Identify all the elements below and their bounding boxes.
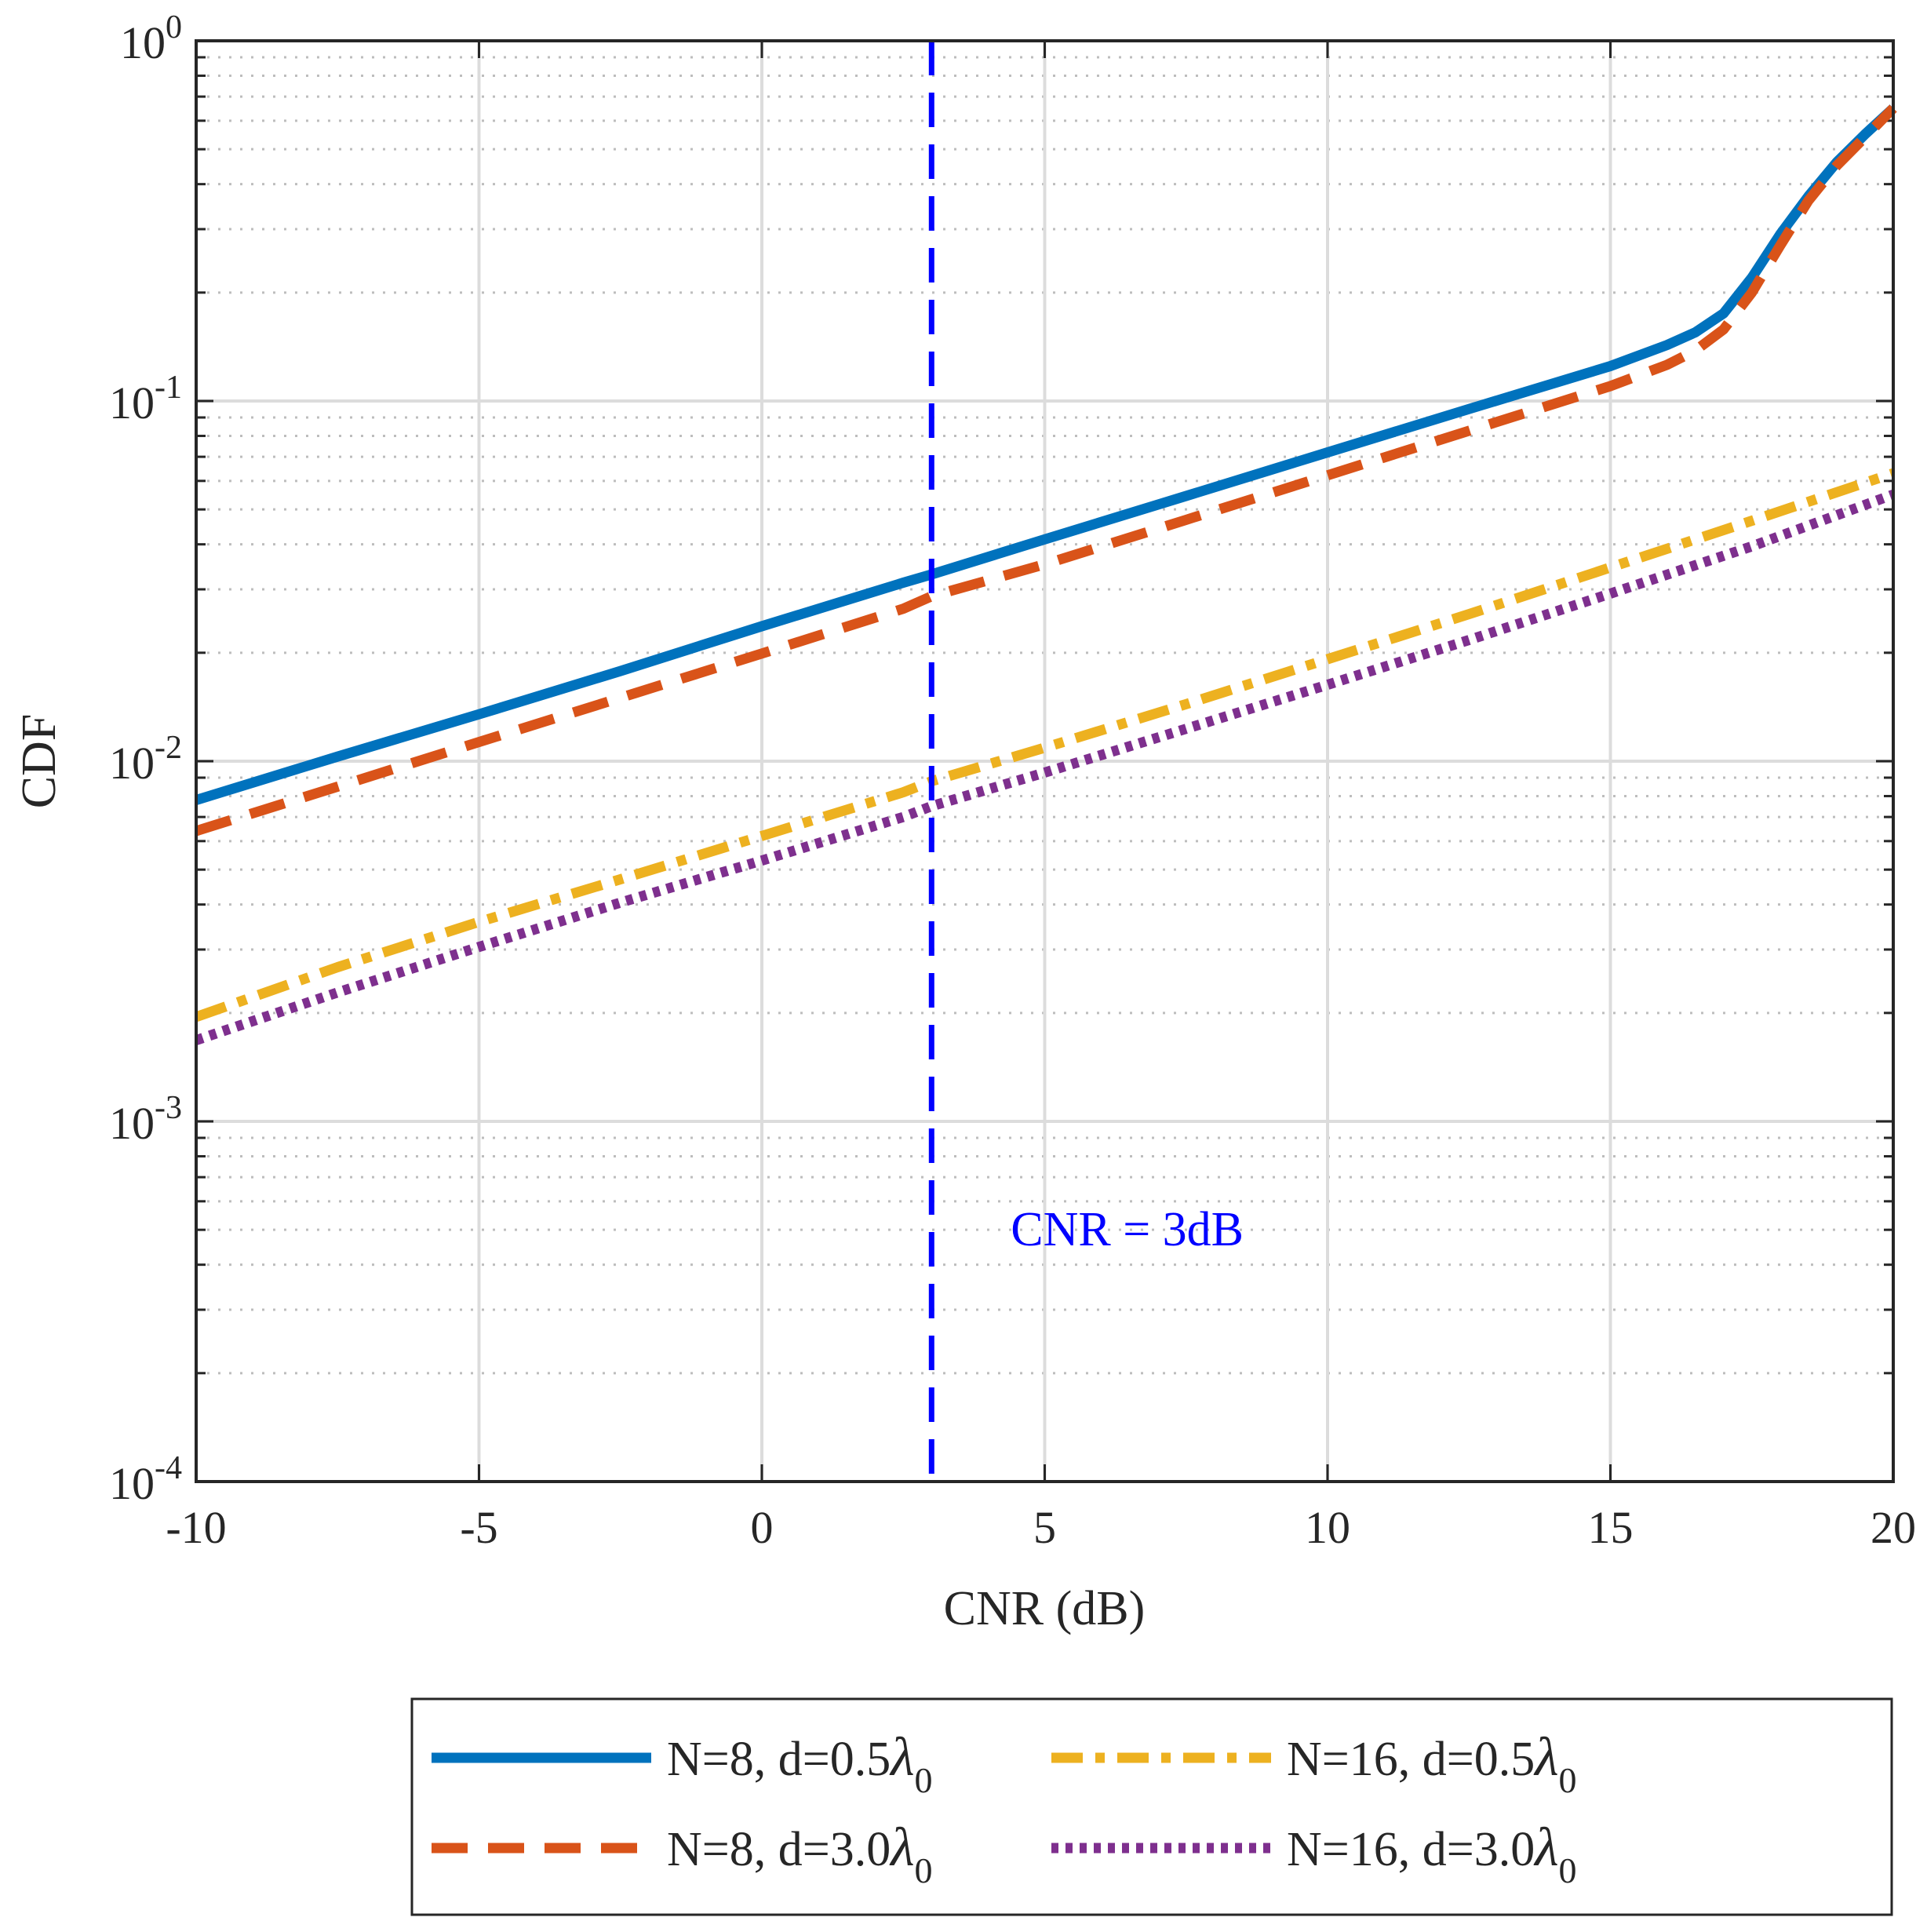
y-tick-label: 10-1 — [109, 370, 182, 428]
x-tick-label: 20 — [1871, 1502, 1916, 1553]
series-line-3 — [194, 468, 1896, 1023]
legend-label: N=8, d=3.0λ0 — [667, 1817, 933, 1890]
y-tick-label: 100 — [120, 9, 182, 68]
y-tick-labels: 10-4 10-3 10-2 10-1 100 — [109, 9, 182, 1509]
x-tick-label: -5 — [460, 1502, 497, 1553]
x-tick-label: 5 — [1033, 1502, 1056, 1553]
legend-label: N=16, d=3.0λ0 — [1287, 1817, 1577, 1890]
y-tick-label: 10-3 — [109, 1090, 182, 1149]
legend-item-2: N=8, d=3.0λ0 — [432, 1817, 933, 1890]
legend: N=8, d=0.5λ0 N=8, d=3.0λ0 N=16, d=0.5λ0 N=1… — [410, 1697, 1893, 1916]
x-tick-label: 10 — [1305, 1502, 1350, 1553]
legend-label: N=16, d=0.5λ0 — [1287, 1727, 1577, 1800]
cnr-annotation: CNR = 3dB — [1011, 1203, 1244, 1256]
legend-label: N=8, d=0.5λ0 — [667, 1727, 933, 1800]
x-axis-label: CNR (dB) — [944, 1582, 1146, 1635]
axes-box — [195, 39, 1895, 1483]
series-line-2 — [195, 104, 1897, 837]
series-layer — [194, 104, 1897, 1045]
legend-item-1: N=8, d=0.5λ0 — [432, 1727, 933, 1800]
x-tick-label: -10 — [166, 1502, 226, 1553]
legend-item-3: N=16, d=0.5λ0 — [1051, 1727, 1577, 1800]
legend-box — [410, 1697, 1893, 1916]
legend-item-4: N=16, d=3.0λ0 — [1051, 1817, 1577, 1890]
x-tick-label: 15 — [1588, 1502, 1634, 1553]
y-axis-label: CDF — [13, 714, 66, 809]
y-tick-label: 10-2 — [109, 730, 182, 789]
x-tick-label: 0 — [751, 1502, 774, 1553]
y-tick-label: 10-4 — [109, 1450, 182, 1509]
x-tick-labels: -10 -5 0 5 10 15 20 — [166, 1502, 1916, 1553]
series-line-4 — [194, 490, 1896, 1045]
legend-items: N=8, d=0.5λ0 N=8, d=3.0λ0 N=16, d=0.5λ0 N=1… — [432, 1727, 1577, 1890]
